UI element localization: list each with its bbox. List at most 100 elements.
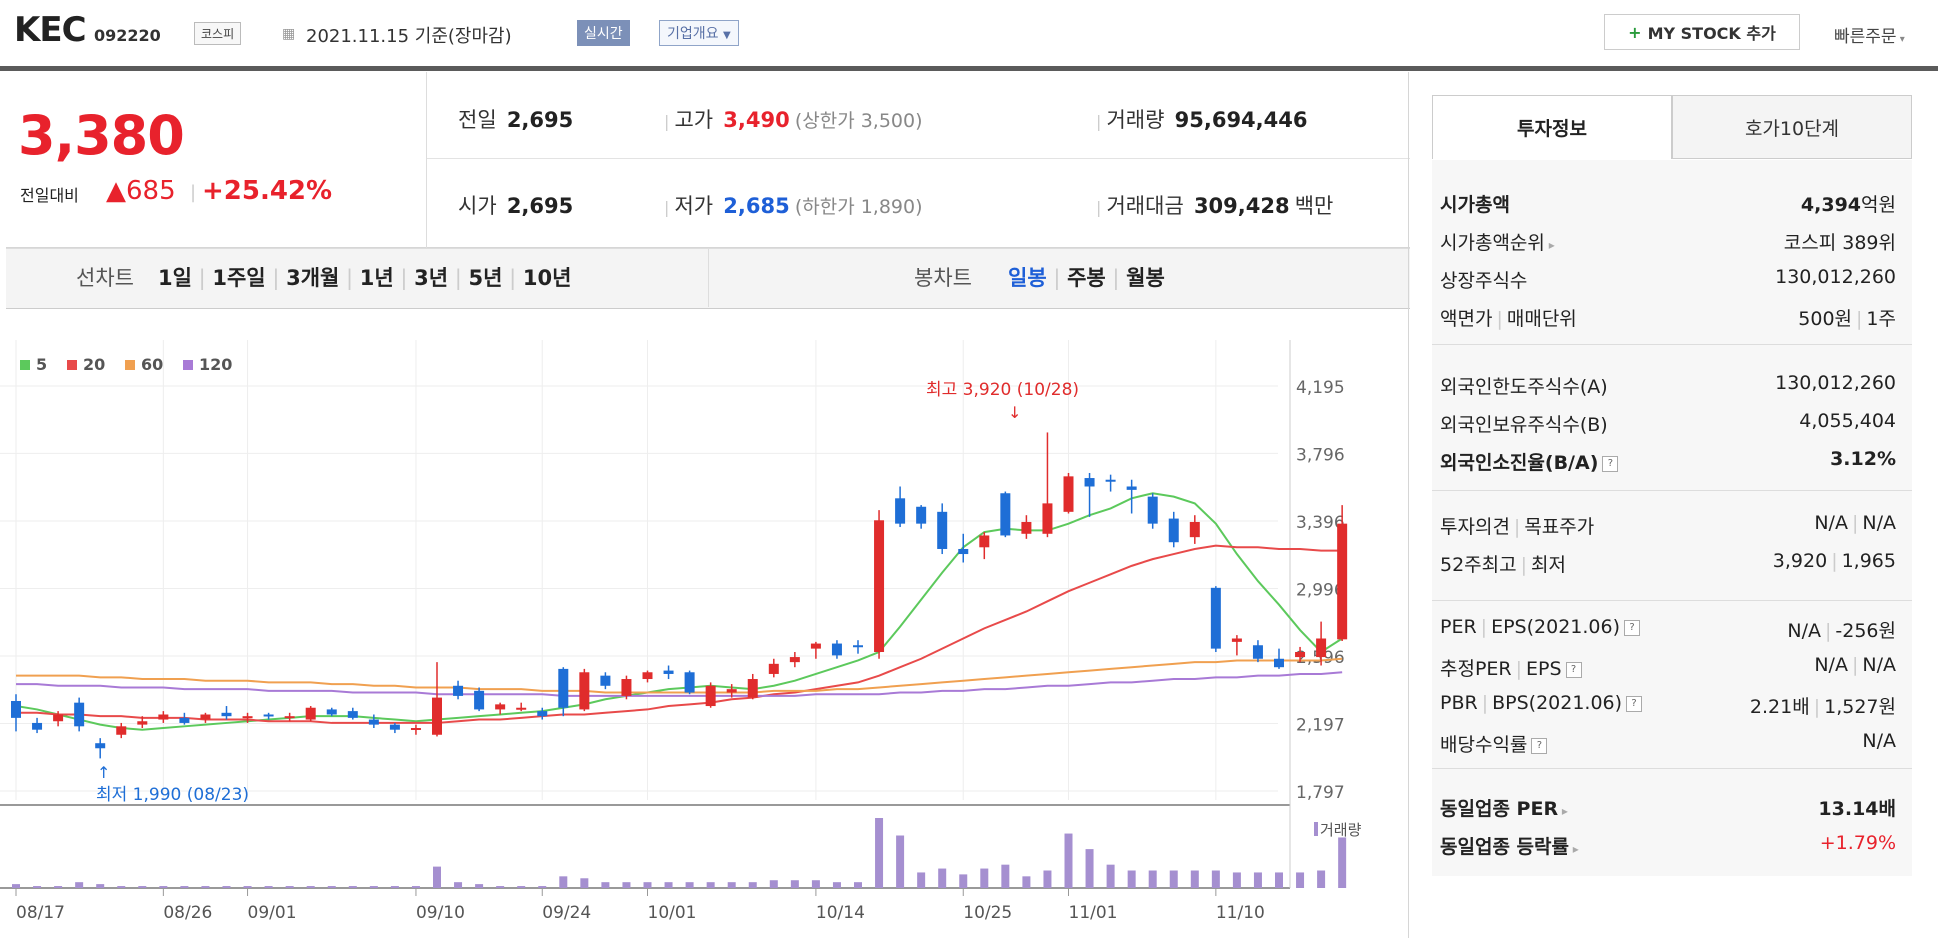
info-label[interactable]: 동일업종 PER ▸ (1440, 794, 1568, 821)
upper-limit: (상한가 3,500) (794, 110, 923, 132)
candle-body (1126, 486, 1137, 490)
candle-body (895, 498, 906, 524)
separator: | (1813, 696, 1821, 718)
candle-body (853, 645, 863, 648)
ma120-line (16, 671, 1343, 697)
help-icon[interactable]: ? (1565, 661, 1582, 678)
volume-bar (264, 886, 273, 888)
volume-bar (1211, 870, 1220, 888)
divider (426, 72, 427, 248)
candle-period-tab[interactable]: 월봉 (1126, 266, 1165, 290)
help-icon[interactable]: ? (1602, 455, 1619, 472)
info-value-text: N/A (1814, 512, 1848, 534)
info-value-text: 3.12% (1830, 448, 1896, 470)
candle-body (74, 702, 85, 727)
range-tab[interactable]: 3년 (414, 266, 449, 290)
info-value-text: N/A (1862, 512, 1896, 534)
volume-bar (601, 882, 610, 888)
diff-value: ▲685 (106, 176, 176, 206)
volume-bar (854, 882, 862, 888)
info-label: 52주최고 | 최저 (1440, 550, 1566, 577)
info-label[interactable]: 동일업종 등락률 ▸ (1440, 832, 1579, 859)
section-divider (1432, 490, 1912, 491)
info-label: 상장주식수 (1440, 266, 1527, 293)
range-tab[interactable]: 3개월 (286, 266, 340, 290)
candle-body (305, 707, 316, 720)
help-icon[interactable]: ? (1624, 619, 1640, 636)
candle-chart-tabs: 일봉 | 주봉 | 월봉 (1008, 262, 1165, 292)
info-label-text: 시가총액순위 (1440, 232, 1545, 254)
info-label: 외국인소진율(B/A)? (1440, 448, 1619, 475)
info-value-text: 500원 (1798, 308, 1853, 330)
high-price: | 고가 3,490 (상한가 3,500) (664, 108, 923, 132)
candle-body (347, 711, 358, 718)
volume-bar (369, 886, 378, 888)
help-icon[interactable]: ? (1626, 695, 1643, 712)
range-tab[interactable]: 1일 (158, 266, 192, 290)
volume-bar (832, 882, 841, 888)
info-value: 3,920 | 1,965 (1773, 550, 1896, 572)
quick-order-dropdown[interactable]: 빠른주문 ▾ (1834, 22, 1905, 47)
tab-investment-info[interactable]: 투자정보 (1432, 95, 1672, 159)
realtime-button[interactable]: 실시간 (577, 20, 630, 46)
candle-body (284, 716, 295, 719)
info-label-text: 동일업종 PER (1440, 798, 1559, 820)
candle-period-tab[interactable]: 일봉 (1008, 266, 1047, 290)
high-annotation: 최고 3,920 (10/28) (926, 380, 1079, 400)
tab-order-book[interactable]: 호가10단계 (1672, 95, 1912, 159)
volume-bar (348, 886, 357, 888)
volume-bar (496, 886, 505, 888)
info-value: N/A | N/A (1814, 512, 1896, 534)
caret-down-icon: ▼ (722, 30, 731, 41)
info-label-text: 매매단위 (1506, 308, 1577, 330)
range-tab[interactable]: 1주일 (212, 266, 266, 290)
candle-body (558, 668, 569, 708)
legend-swatch (20, 360, 30, 370)
candle-body (1084, 478, 1095, 487)
volume-bar (222, 886, 231, 888)
info-value: N/A (1862, 730, 1896, 752)
company-overview-dropdown[interactable]: 기업개요 ▼ (659, 20, 739, 46)
volume-bar (138, 886, 147, 888)
info-label-text: 액면가 (1440, 308, 1493, 330)
candle-period-tab[interactable]: 주봉 (1067, 266, 1106, 290)
candle-body (474, 690, 485, 710)
legend-label: 120 (199, 355, 232, 374)
open-price: 시가 2,695 (458, 190, 573, 220)
separator: | (190, 182, 197, 203)
volume-bar (1169, 870, 1178, 888)
volume-bar (1127, 870, 1136, 888)
info-value-text: +1.79% (1819, 832, 1896, 854)
info-label-text: BPS(2021.06) (1492, 692, 1623, 714)
info-value-text: N/A (1862, 730, 1896, 752)
candle-body (642, 672, 653, 680)
candle-body (789, 657, 800, 663)
low-value: 2,685 (723, 194, 790, 218)
y-tick-label: 2,996 (1296, 581, 1345, 601)
volume-bar (748, 882, 757, 888)
candle-body (1252, 645, 1263, 659)
range-tab[interactable]: 1년 (359, 266, 394, 290)
separator: | (1851, 512, 1859, 534)
candle-body (1189, 521, 1200, 538)
candle-body (810, 643, 821, 649)
my-stock-add-button[interactable]: + MY STOCK 추가 (1604, 14, 1800, 50)
info-label: 투자의견 | 목표주가 (1440, 512, 1594, 539)
range-tab[interactable]: 5년 (468, 266, 503, 290)
range-tab[interactable]: 10년 (522, 266, 572, 290)
candle-body (1231, 638, 1242, 642)
info-value: 130,012,260 (1775, 266, 1896, 288)
line-chart-label: 선차트 (76, 266, 134, 290)
separator: | (448, 266, 469, 290)
info-value-text: N/A (1862, 654, 1896, 676)
legend-label: 5 (36, 355, 47, 374)
help-icon[interactable]: ? (1531, 737, 1548, 754)
x-tick-label: 08/26 (163, 903, 212, 923)
volume-bar (327, 886, 336, 888)
high-label: 고가 (674, 108, 714, 132)
current-price: 3,380 (18, 104, 185, 167)
investment-info-panel (1432, 160, 1912, 876)
volume-value: 95,694,446 (1174, 108, 1308, 132)
info-label[interactable]: 시가총액순위 ▸ (1440, 228, 1555, 255)
volume-bar (75, 882, 84, 888)
